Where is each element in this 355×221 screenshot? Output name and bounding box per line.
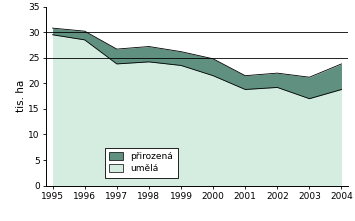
Y-axis label: tis. ha: tis. ha xyxy=(16,80,26,112)
Legend: přirozená, umělá: přirozená, umělá xyxy=(105,148,178,177)
